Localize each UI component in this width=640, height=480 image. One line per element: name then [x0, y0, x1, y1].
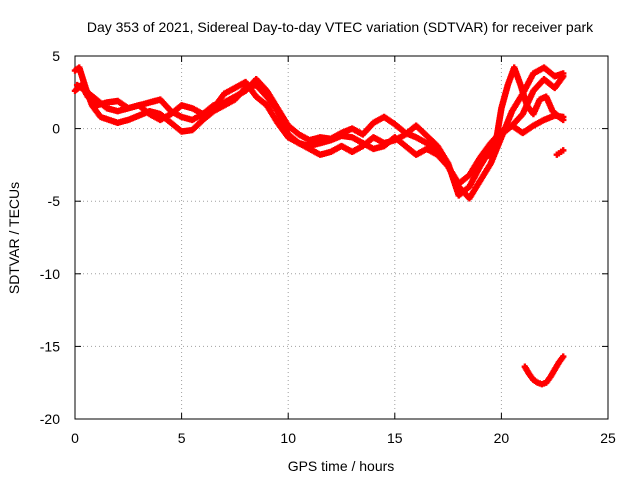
- data-point: [560, 147, 567, 154]
- series-track-a: [71, 76, 567, 187]
- series-track-c: [73, 64, 567, 202]
- series-track-d: [487, 64, 567, 161]
- y-axis-label: SDTVAR / TECUs: [6, 182, 22, 294]
- y-tick-label: -20: [40, 411, 60, 427]
- data-points: [71, 64, 567, 388]
- x-tick-label: 15: [387, 430, 403, 446]
- plot-frame: [74, 55, 609, 420]
- x-tick-labels: 0 5 10 15 20 25: [71, 430, 616, 446]
- chart-title: Day 353 of 2021, Sidereal Day-to-day VTE…: [87, 19, 594, 35]
- x-tick-label: 20: [494, 430, 510, 446]
- series-track-b: [71, 64, 567, 199]
- x-tick-label: 5: [178, 430, 186, 446]
- y-tick-label: -10: [40, 266, 60, 282]
- series-track-f: [553, 147, 567, 158]
- x-tick-label: 25: [600, 430, 616, 446]
- y-tick-label: 5: [52, 48, 60, 64]
- y-tick-label: -5: [48, 193, 61, 209]
- axis-ticks: [74, 55, 609, 420]
- y-tick-label: 0: [52, 121, 60, 137]
- y-tick-label: -15: [40, 338, 60, 354]
- x-tick-label: 0: [71, 430, 79, 446]
- y-tick-labels: 5 0 -5 -10 -15 -20: [40, 48, 60, 427]
- data-point: [560, 116, 567, 124]
- x-tick-label: 10: [280, 430, 296, 446]
- data-point: [560, 353, 567, 360]
- series-track-e: [521, 353, 567, 388]
- data-point: [560, 70, 567, 77]
- x-axis-label: GPS time / hours: [288, 458, 395, 474]
